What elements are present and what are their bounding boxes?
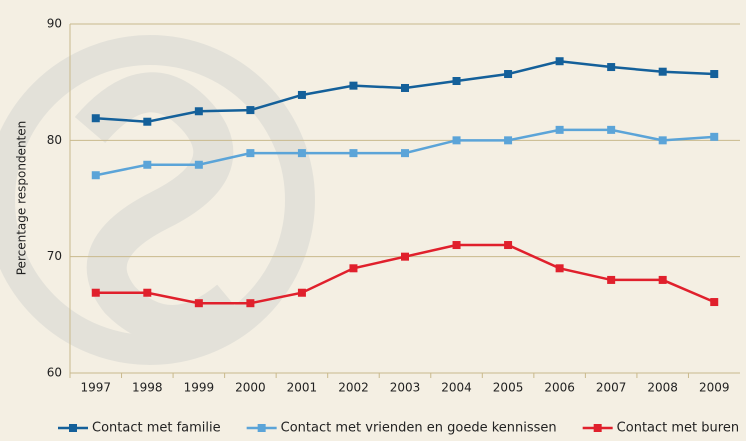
- point-marker: [659, 136, 667, 144]
- x-tick-label: 2009: [699, 381, 730, 395]
- legend-marker: [594, 424, 602, 432]
- point-marker: [246, 106, 254, 114]
- point-marker: [349, 149, 357, 157]
- point-marker: [92, 114, 100, 122]
- point-marker: [504, 70, 512, 78]
- legend-label: Contact met familie: [92, 421, 221, 436]
- point-marker: [453, 77, 461, 85]
- page: {"chart_data": {"type": "line", "y_label…: [0, 0, 746, 437]
- point-marker: [659, 276, 667, 284]
- point-marker: [710, 70, 718, 78]
- point-marker: [710, 133, 718, 141]
- point-marker: [298, 149, 306, 157]
- x-tick-label: 2003: [390, 381, 421, 395]
- point-marker: [556, 126, 564, 134]
- point-marker: [143, 161, 151, 169]
- point-marker: [246, 149, 254, 157]
- y-tick-label: 90: [47, 17, 62, 31]
- point-marker: [92, 171, 100, 179]
- legend-label: Contact met buren: [617, 421, 739, 436]
- point-marker: [556, 264, 564, 272]
- y-tick-label: 80: [47, 133, 62, 147]
- point-marker: [607, 126, 615, 134]
- point-marker: [298, 289, 306, 297]
- point-marker: [92, 289, 100, 297]
- y-tick-label: 70: [47, 249, 62, 263]
- legend-marker: [69, 424, 77, 432]
- point-marker: [401, 149, 409, 157]
- x-tick-label: 2000: [235, 381, 266, 395]
- legend-item: Contact met familie: [58, 421, 221, 436]
- point-marker: [504, 241, 512, 249]
- point-marker: [246, 299, 254, 307]
- x-tick-label: 1998: [132, 381, 163, 395]
- point-marker: [298, 91, 306, 99]
- point-marker: [453, 136, 461, 144]
- point-marker: [349, 82, 357, 90]
- x-tick-label: 2006: [544, 381, 575, 395]
- point-marker: [659, 68, 667, 76]
- legend-item: Contact met vrienden en goede kennissen: [247, 421, 557, 436]
- y-tick-label: 60: [47, 366, 62, 380]
- watermark-letter: [90, 92, 230, 325]
- x-tick-label: 2005: [493, 381, 524, 395]
- point-marker: [504, 136, 512, 144]
- point-marker: [195, 107, 203, 115]
- x-tick-label: 2002: [338, 381, 369, 395]
- point-marker: [349, 264, 357, 272]
- point-marker: [195, 299, 203, 307]
- x-tick-label: 1997: [80, 381, 111, 395]
- x-tick-label: 1999: [184, 381, 215, 395]
- chart: Percentage respondenten 60 70 80 90 1997 1998…: [0, 0, 746, 437]
- y-axis-title: Percentage respondenten: [15, 121, 29, 276]
- legend-label: Contact met vrienden en goede kennissen: [281, 421, 557, 436]
- point-marker: [401, 253, 409, 261]
- x-tick-label: 2007: [596, 381, 627, 395]
- point-marker: [143, 289, 151, 297]
- x-tick-label: 2008: [647, 381, 678, 395]
- watermark: [0, 50, 300, 350]
- point-marker: [195, 161, 203, 169]
- point-marker: [143, 118, 151, 126]
- point-marker: [710, 298, 718, 306]
- point-marker: [607, 63, 615, 71]
- legend: Contact met familie Contact met vrienden …: [58, 421, 739, 436]
- point-marker: [453, 241, 461, 249]
- legend-item: Contact met buren: [583, 421, 739, 436]
- point-marker: [607, 276, 615, 284]
- point-marker: [401, 84, 409, 92]
- x-tick-label: 2001: [287, 381, 318, 395]
- legend-marker: [258, 424, 266, 432]
- x-tick-label: 2004: [441, 381, 472, 395]
- point-marker: [556, 57, 564, 65]
